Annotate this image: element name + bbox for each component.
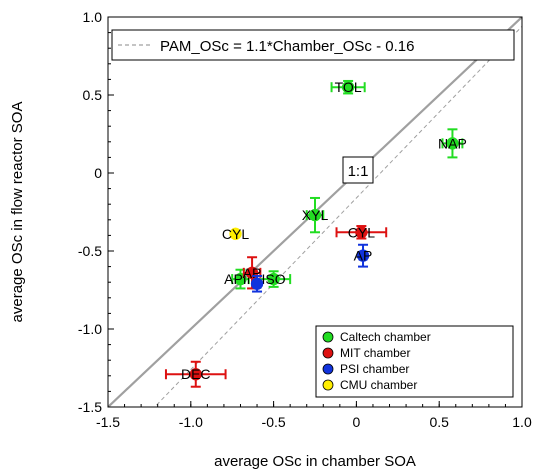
data-point — [308, 208, 322, 222]
axes: -1.5 -1.0 -0.5 0 0.5 1.0 -1.5 -1.0 -0.5 0 0.5 1.0 — [78, 9, 532, 430]
data-label: NAP — [438, 135, 467, 151]
data-point — [341, 80, 355, 94]
y-tick-label: -1.0 — [78, 321, 102, 337]
x-tick-label: 1.0 — [512, 414, 532, 430]
data-label: DEC — [181, 366, 211, 382]
legend-marker — [322, 379, 334, 391]
legend-label: MIT chamber — [340, 346, 410, 360]
data-label: CYL — [222, 226, 249, 242]
legend-label: CMU chamber — [340, 378, 417, 392]
plot-frame — [107, 16, 523, 408]
y-tick-label: 0.5 — [83, 87, 103, 103]
data-point — [267, 272, 280, 286]
data-point — [355, 226, 368, 239]
data-label: ISO — [262, 271, 286, 287]
y-axis-title: average OSc in flow reactor SOA — [9, 102, 26, 323]
data-label: XYL — [302, 207, 329, 223]
one-to-one-label-box: 1:1 — [342, 156, 374, 184]
data-point — [229, 227, 242, 241]
legend-label: PSI chamber — [340, 362, 409, 376]
x-tick-label: 0 — [353, 414, 361, 430]
fit-equation-label: PAM_OSc = 1.1*Chamber_OSc - 0.16 — [160, 38, 414, 55]
legend-marker — [322, 331, 334, 343]
x-tick-label: 0.5 — [429, 414, 449, 430]
x-tick-label: -0.5 — [262, 414, 286, 430]
one-to-one-frame — [342, 156, 374, 184]
legend-marker — [322, 347, 334, 359]
y-tick-label: -0.5 — [78, 243, 102, 259]
fit-equation-box: PAM_OSc = 1.1*Chamber_OSc - 0.16 — [111, 29, 515, 61]
y-tick-label: 1.0 — [83, 9, 103, 25]
legend: Caltech chamber MIT chamber PSI chamber CMU… — [315, 325, 514, 398]
data-label: AP — [354, 248, 373, 264]
data-label: CYL — [348, 224, 375, 240]
y-tick-label: 0 — [94, 165, 102, 181]
data-label: TOL — [335, 79, 362, 95]
x-axis-title: average OSc in chamber SOA — [214, 453, 416, 470]
fit-line — [153, 26, 522, 407]
data-point — [356, 249, 370, 262]
data-point — [189, 367, 203, 381]
one-to-one-label: 1:1 — [348, 163, 369, 180]
legend-frame — [315, 325, 514, 398]
x-tick-label: -1.5 — [96, 414, 120, 430]
legend-label: Caltech chamber — [340, 330, 431, 344]
data-point — [250, 277, 264, 291]
y-tick-label: -1.5 — [78, 399, 102, 415]
fit-equation-frame — [111, 29, 515, 61]
data-point — [446, 137, 459, 150]
x-tick-label: -1.0 — [179, 414, 203, 430]
legend-marker — [322, 363, 334, 375]
